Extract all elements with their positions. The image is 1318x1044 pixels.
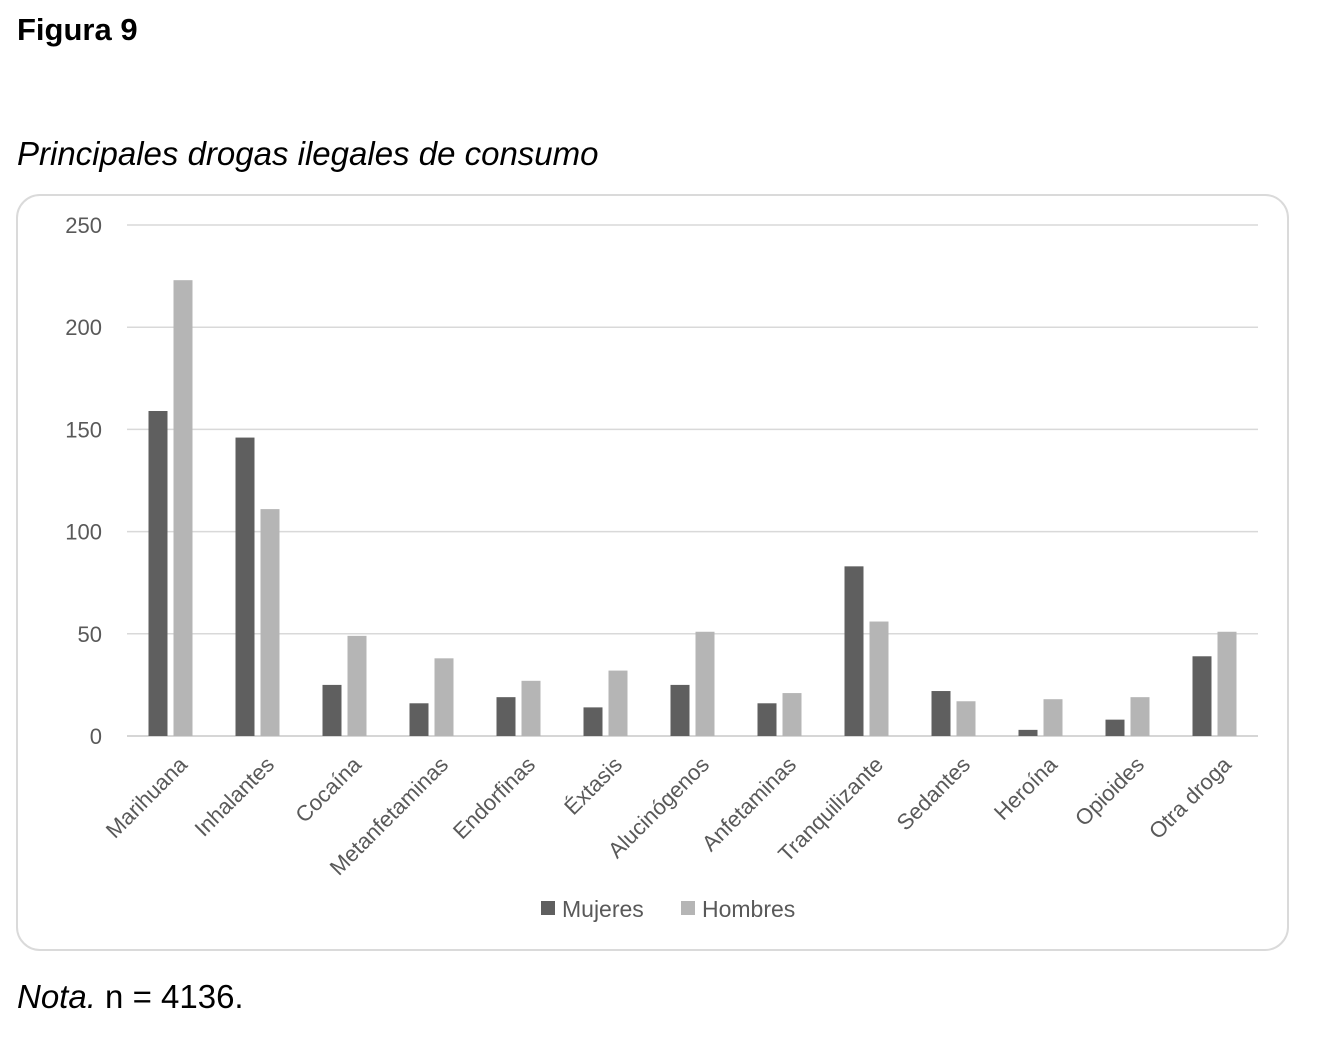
bar-mujeres [670, 684, 690, 736]
note: Nota. n = 4136. [17, 975, 244, 1019]
x-tick-label: Opioides [1070, 752, 1149, 831]
bar-hombres [347, 635, 367, 736]
bar-mujeres [409, 703, 429, 736]
bar-mujeres [1192, 656, 1212, 736]
x-tick-label: Inhalantes [190, 752, 279, 841]
bar-hombres [1217, 631, 1237, 736]
bar-hombres [1043, 699, 1063, 736]
x-tick-label: Heroína [989, 751, 1063, 825]
legend-swatch-mujeres [541, 901, 555, 915]
bar-mujeres [322, 684, 342, 736]
x-tick-label: Otra droga [1144, 751, 1237, 844]
legend-label-hombres: Hombres [702, 896, 795, 922]
y-tick-label: 150 [65, 417, 102, 442]
bar-hombres [869, 621, 889, 736]
bar-mujeres [235, 437, 255, 736]
chart-container [16, 194, 1289, 951]
legend-swatch-hombres [681, 901, 695, 915]
x-tick-label: Sedantes [892, 752, 975, 835]
bar-hombres [521, 680, 541, 736]
y-tick-label: 50 [78, 622, 102, 647]
bar-mujeres [583, 707, 603, 736]
bar-hombres [695, 631, 715, 736]
bar-hombres [1130, 697, 1150, 736]
y-tick-label: 200 [65, 315, 102, 340]
x-tick-label: Endorfinas [448, 752, 540, 844]
bar-mujeres [931, 691, 951, 736]
bar-hombres [956, 701, 976, 736]
x-tick-label: Éxtasis [559, 752, 627, 820]
y-tick-label: 250 [65, 213, 102, 238]
legend-label-mujeres: Mujeres [562, 896, 644, 922]
bar-hombres [434, 658, 454, 736]
y-tick-label: 100 [65, 520, 102, 545]
note-text: n = 4136. [95, 978, 244, 1015]
y-tick-label: 0 [90, 724, 102, 749]
bar-mujeres [496, 697, 516, 736]
note-label: Nota. [17, 978, 96, 1015]
bar-mujeres [148, 411, 168, 736]
x-tick-label: Cocaína [290, 751, 366, 827]
bar-mujeres [1018, 729, 1038, 736]
bar-mujeres [757, 703, 777, 736]
figure-title: Principales drogas ilegales de consumo [17, 135, 599, 172]
bar-mujeres [844, 566, 864, 736]
figure-label: Figura 9 [17, 12, 138, 47]
bar-mujeres [1105, 719, 1125, 736]
bar-hombres [260, 509, 280, 736]
bar-hombres [608, 670, 628, 736]
bar-hombres [173, 280, 193, 736]
x-tick-label: Marihuana [101, 751, 193, 843]
bar-hombres [782, 693, 802, 736]
